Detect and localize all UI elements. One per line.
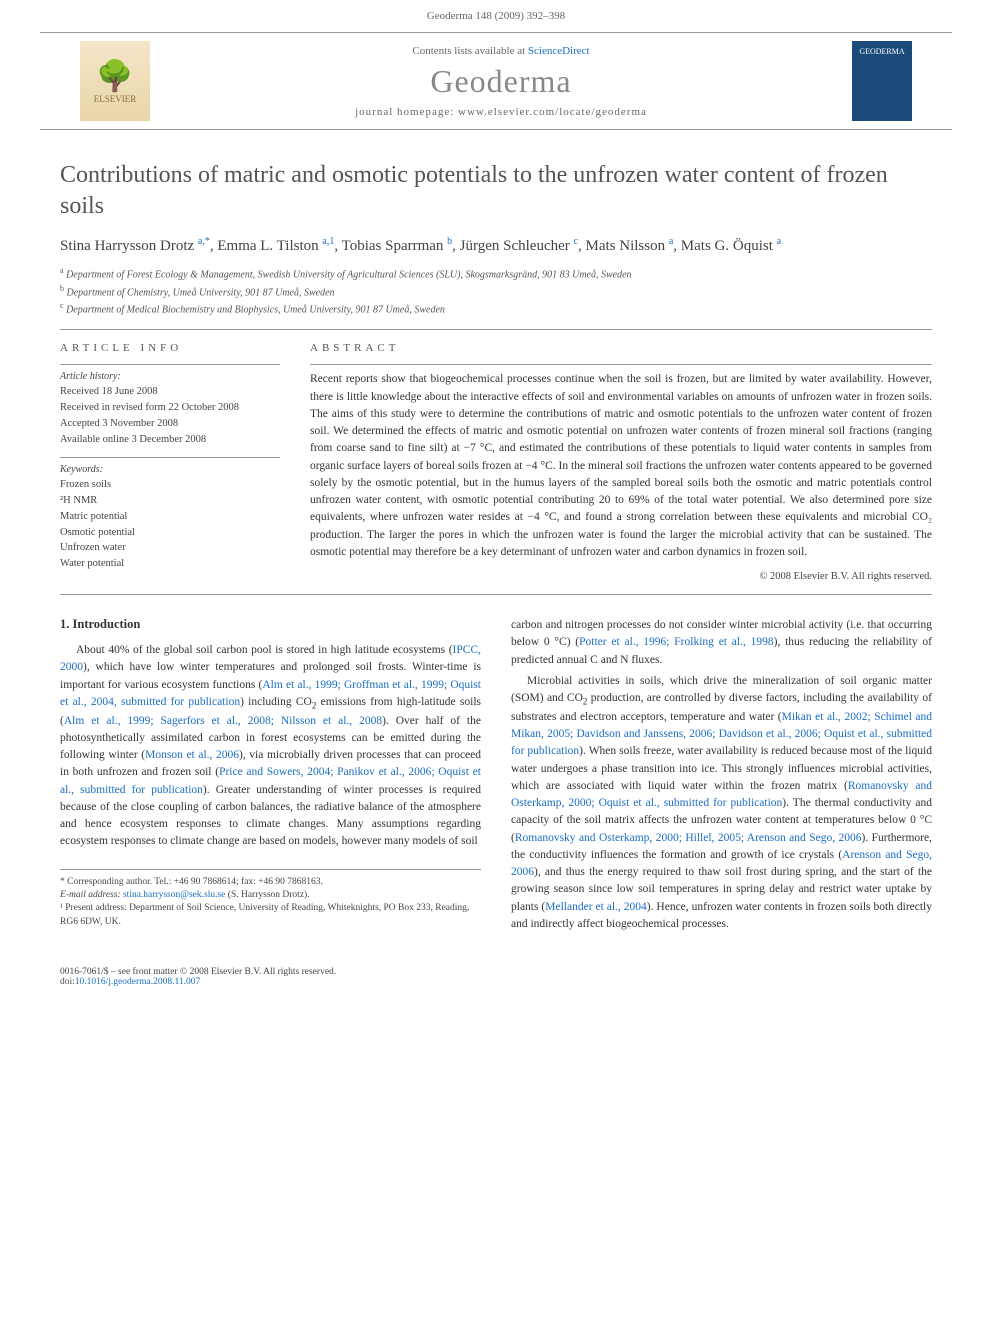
intro-heading: 1. Introduction <box>60 617 481 632</box>
keyword-item: Frozen soils <box>60 477 280 493</box>
divider <box>60 364 280 365</box>
body-paragraph: About 40% of the global soil carbon pool… <box>60 642 481 851</box>
abstract-label: ABSTRACT <box>310 342 932 354</box>
doi-line: doi:10.1016/j.geoderma.2008.11.007 <box>60 977 932 987</box>
abstract-text: Recent reports show that biogeochemical … <box>310 371 932 561</box>
right-column: carbon and nitrogen processes do not con… <box>511 617 932 937</box>
history-item: Available online 3 December 2008 <box>60 432 280 448</box>
email-suffix: (S. Harrysson Drotz). <box>228 890 310 900</box>
banner-center: Contents lists available at ScienceDirec… <box>150 45 852 118</box>
doi-link[interactable]: 10.1016/j.geoderma.2008.11.007 <box>75 977 201 987</box>
front-matter-line: 0016-7061/$ – see front matter © 2008 El… <box>60 967 932 977</box>
homepage-line: journal homepage: www.elsevier.com/locat… <box>150 106 852 118</box>
affiliation: b Department of Chemistry, Umeå Universi… <box>60 283 932 300</box>
footer-meta: 0016-7061/$ – see front matter © 2008 El… <box>0 957 992 1017</box>
running-head: Geoderma 148 (2009) 392–398 <box>0 0 992 32</box>
corresponding-author: * Corresponding author. Tel.: +46 90 786… <box>60 876 481 889</box>
divider <box>60 457 280 458</box>
elsevier-logo: 🌳 ELSEVIER <box>80 41 150 121</box>
divider <box>60 329 932 330</box>
left-column: 1. Introduction About 40% of the global … <box>60 617 481 937</box>
divider <box>60 594 932 595</box>
keyword-item: ²H NMR <box>60 493 280 509</box>
body-paragraph: carbon and nitrogen processes do not con… <box>511 617 932 669</box>
article-body: Contributions of matric and osmotic pote… <box>0 130 992 957</box>
article-info-label: ARTICLE INFO <box>60 342 280 354</box>
authors: Stina Harrysson Drotz a,*, Emma L. Tilst… <box>60 236 932 255</box>
tree-icon: 🌳 <box>96 59 133 94</box>
article-title: Contributions of matric and osmotic pote… <box>60 160 932 222</box>
keywords-label: Keywords: <box>60 464 280 475</box>
keyword-item: Unfrozen water <box>60 540 280 556</box>
homepage-url: www.elsevier.com/locate/geoderma <box>458 106 647 118</box>
abstract-copyright: © 2008 Elsevier B.V. All rights reserved… <box>310 571 932 582</box>
email-label: E-mail address: <box>60 890 121 900</box>
footnotes: * Corresponding author. Tel.: +46 90 786… <box>60 869 481 929</box>
journal-name: Geoderma <box>150 63 852 100</box>
elsevier-label: ELSEVIER <box>94 94 137 104</box>
body-paragraph: Microbial activities in soils, which dri… <box>511 673 932 933</box>
email-line: E-mail address: stina.harrysson@sek.slu.… <box>60 889 481 902</box>
email-link[interactable]: stina.harrysson@sek.slu.se <box>123 890 225 900</box>
history-item: Received in revised form 22 October 2008 <box>60 400 280 416</box>
journal-banner: 🌳 ELSEVIER Contents lists available at S… <box>40 32 952 130</box>
divider <box>310 364 932 365</box>
affiliation: c Department of Medical Biochemistry and… <box>60 300 932 317</box>
keyword-item: Water potential <box>60 556 280 572</box>
affiliation: a Department of Forest Ecology & Managem… <box>60 265 932 282</box>
doi-label: doi: <box>60 977 75 987</box>
keyword-item: Osmotic potential <box>60 525 280 541</box>
history-item: Accepted 3 November 2008 <box>60 416 280 432</box>
history-item: Received 18 June 2008 <box>60 384 280 400</box>
contents-line: Contents lists available at ScienceDirec… <box>150 45 852 57</box>
keyword-item: Matric potential <box>60 509 280 525</box>
history-label: Article history: <box>60 371 280 382</box>
homepage-prefix: journal homepage: <box>355 106 458 118</box>
sciencedirect-link[interactable]: ScienceDirect <box>528 45 590 57</box>
body-columns: 1. Introduction About 40% of the global … <box>60 617 932 937</box>
abstract-column: ABSTRACT Recent reports show that biogeo… <box>310 342 932 582</box>
affiliations: a Department of Forest Ecology & Managem… <box>60 265 932 317</box>
present-address: ¹ Present address: Department of Soil Sc… <box>60 902 481 929</box>
article-info: ARTICLE INFO Article history: Received 1… <box>60 342 280 582</box>
contents-prefix: Contents lists available at <box>412 45 527 57</box>
journal-cover: GEODERMA <box>852 41 912 121</box>
info-abstract-row: ARTICLE INFO Article history: Received 1… <box>60 342 932 582</box>
